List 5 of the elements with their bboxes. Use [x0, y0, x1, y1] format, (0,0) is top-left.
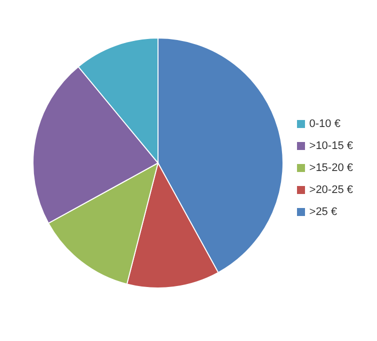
legend-label: >15-20 €	[309, 162, 353, 174]
legend-label: >20-25 €	[309, 184, 353, 196]
legend-label: >10-15 €	[309, 140, 353, 152]
legend-label: 0-10 €	[309, 118, 340, 130]
legend-label: >25 €	[309, 206, 338, 218]
